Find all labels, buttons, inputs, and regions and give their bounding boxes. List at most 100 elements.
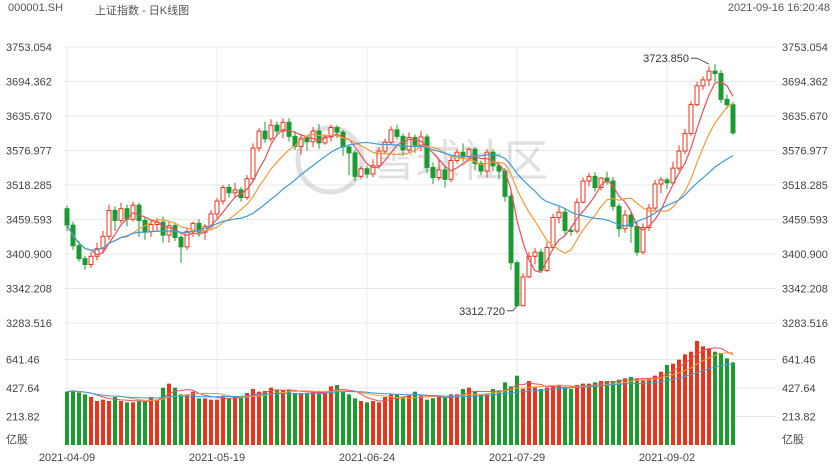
candle-body xyxy=(538,251,544,271)
date-label: 2021-06-24 xyxy=(339,452,395,464)
volume-bar xyxy=(431,398,435,445)
price-tick-right: 3576.977 xyxy=(782,146,828,158)
candle-body xyxy=(424,136,430,169)
candle-body xyxy=(724,98,730,106)
volume-bar xyxy=(473,391,477,445)
candle-body xyxy=(148,224,154,233)
volume-bar xyxy=(89,397,93,445)
candle-body xyxy=(118,208,124,221)
date-label: 2021-05-19 xyxy=(189,452,245,464)
candle-body xyxy=(100,235,106,250)
volume-bar xyxy=(605,381,609,445)
candle-body xyxy=(550,216,556,248)
volume-bar xyxy=(725,358,729,445)
volume-bar xyxy=(695,341,699,445)
candle-body xyxy=(364,168,370,175)
volume-bar xyxy=(389,394,393,445)
price-tick-right: 3694.362 xyxy=(782,77,828,89)
volume-bar xyxy=(497,390,501,445)
volume-bar xyxy=(407,395,411,445)
volume-bar xyxy=(533,387,537,445)
chart-title: 上证指数 - 日K线图 xyxy=(95,5,190,17)
candle-body xyxy=(562,211,568,231)
candle-body xyxy=(658,179,664,185)
volume-bar xyxy=(719,353,723,445)
volume-bar xyxy=(653,375,657,445)
candle-body xyxy=(196,222,202,233)
volume-bar xyxy=(305,393,309,445)
volume-bar xyxy=(629,377,633,445)
volume-bar xyxy=(599,381,603,445)
candle-body xyxy=(262,130,268,140)
candle-body xyxy=(442,169,448,180)
volume-bar xyxy=(689,351,693,445)
candle-body xyxy=(670,167,676,184)
candle-body xyxy=(640,226,646,253)
candle-body xyxy=(694,85,700,106)
volume-bar xyxy=(227,398,231,445)
candle-body xyxy=(388,129,394,143)
high-pointer xyxy=(691,57,710,65)
candle-body xyxy=(322,136,328,144)
candle-body xyxy=(310,130,316,143)
volume-bar xyxy=(341,391,345,445)
volume-unit-right: 亿股 xyxy=(782,433,804,446)
volume-bar xyxy=(623,378,627,445)
volume-bar xyxy=(731,362,735,445)
candle-body xyxy=(370,165,376,175)
volume-bar xyxy=(557,385,561,445)
candle-body xyxy=(64,208,70,226)
volume-bar xyxy=(569,389,573,445)
volume-bar xyxy=(665,365,669,445)
volume-bar xyxy=(425,399,429,445)
volume-bar xyxy=(167,383,171,445)
candle-body xyxy=(214,200,220,215)
volume-bar xyxy=(209,399,213,445)
volume-bar xyxy=(527,381,531,445)
candle-body xyxy=(244,178,250,199)
candle-body xyxy=(580,180,586,203)
volume-bar xyxy=(611,381,615,445)
volume-bar xyxy=(515,375,519,445)
volume-bar xyxy=(419,395,423,445)
volume-bar xyxy=(701,346,705,445)
ma20-line xyxy=(66,141,734,251)
volume-tick-left: 213.82 xyxy=(6,411,40,423)
candle-body xyxy=(220,187,226,202)
candle-body xyxy=(256,130,262,149)
volume-bar xyxy=(359,401,363,445)
volume-bar xyxy=(317,391,321,445)
candle-body xyxy=(106,209,112,237)
volume-bar xyxy=(269,387,273,445)
candle-body xyxy=(616,205,622,230)
volume-bar xyxy=(659,371,663,445)
candle-body xyxy=(184,231,190,248)
volume-bar xyxy=(575,385,579,445)
volume-bar xyxy=(353,398,357,445)
volume-bar xyxy=(401,397,405,445)
volume-bar xyxy=(491,389,495,445)
candle-body xyxy=(280,121,286,132)
volume-bar xyxy=(251,389,255,445)
candle-body xyxy=(622,214,628,230)
candle-body xyxy=(346,146,352,154)
candle-body xyxy=(700,79,706,87)
volume-bar xyxy=(371,401,375,445)
volume-bar xyxy=(461,389,465,445)
candle-body xyxy=(628,214,634,227)
volume-ma20-line xyxy=(66,363,734,399)
candle-body xyxy=(328,127,334,138)
volume-bar xyxy=(503,382,507,445)
price-tick-left: 3342.208 xyxy=(6,284,52,296)
volume-tick-right: 427.64 xyxy=(782,383,816,395)
volume-bar xyxy=(77,392,81,445)
price-tick-left: 3635.670 xyxy=(6,111,52,123)
volume-bar xyxy=(263,391,267,445)
candle-body xyxy=(556,211,562,218)
volume-bar xyxy=(275,390,279,445)
volume-bar xyxy=(143,401,147,445)
candle-body xyxy=(478,162,484,172)
candle-body xyxy=(430,167,436,179)
volume-bar xyxy=(413,391,417,445)
